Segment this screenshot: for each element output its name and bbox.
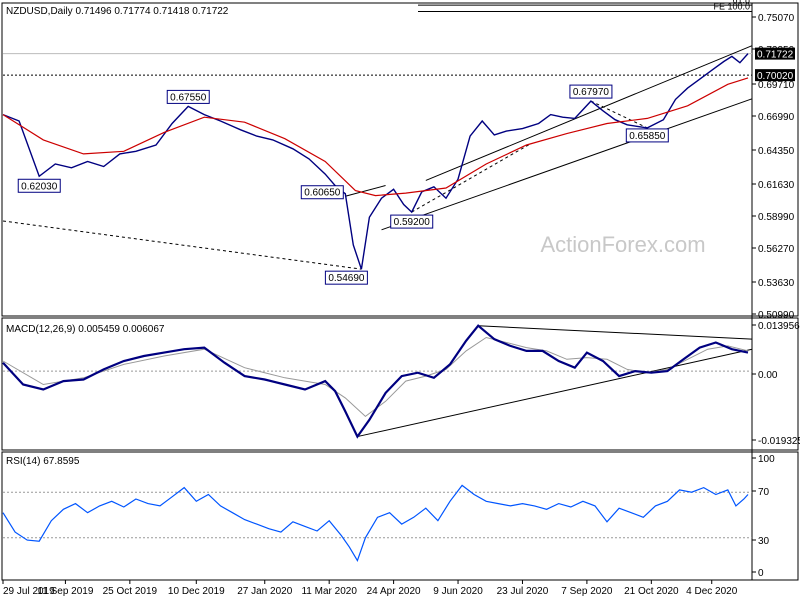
macd-trendline [478, 325, 753, 340]
annotation-box [390, 214, 434, 229]
price-tag: 0.71722 [757, 50, 794, 61]
annotation-box [324, 270, 368, 285]
price-panel: ActionForex.com 61.8FE 100.0 0.62030 0.6755… [2, 0, 795, 321]
x-tick-label: 11 Mar 2020 [301, 586, 357, 597]
macd-panel: MACD(12,26,9) 0.005459 0.006067 0.013956 0… [2, 321, 800, 447]
annotation-label: 0.60650 [304, 188, 341, 199]
price-trendline [590, 100, 648, 129]
x-tick-label: 24 Apr 2020 [367, 586, 421, 597]
annotation-box [17, 178, 61, 193]
price-y-tick-label: 0.56270 [758, 244, 795, 255]
rsi-panel: RSI(14) 67.8595 100 70 30 0 [2, 454, 775, 579]
price-y-tick-label: 0.75070 [758, 13, 795, 24]
price-trendline [345, 185, 386, 197]
price-y-tick-label: 0.66990 [758, 112, 795, 123]
rsi-y-tick-label: 0 [758, 568, 764, 579]
annotation-label: 0.59200 [394, 217, 431, 228]
x-tick-label: 25 Oct 2019 [103, 586, 158, 597]
annotation-label: 0.67550 [170, 92, 207, 103]
price-y-tick-label: 0.64350 [758, 146, 795, 157]
macd-y-tick-label: -0.019325 [758, 436, 800, 447]
price-panel-title: NZDUSD,Daily 0.71496 0.71774 0.71418 0.7… [6, 6, 229, 17]
moving-average-line [2, 77, 749, 197]
price-trendline [425, 45, 753, 181]
x-tick-label: 4 Dec 2020 [686, 586, 738, 597]
price-trendline [381, 98, 753, 231]
annotation-label: 0.65850 [629, 131, 666, 142]
annotation-box [625, 128, 669, 143]
macd-signal-line [2, 336, 749, 418]
panel-frame-0 [1, 2, 799, 317]
price-trendline [2, 220, 362, 270]
x-tick-label: 10 Dec 2019 [168, 586, 225, 597]
x-tick-label: 11 Sep 2019 [37, 586, 93, 597]
macd-y-tick-label: 0.00 [758, 370, 778, 381]
annotation-box [300, 185, 344, 200]
rsi-panel-title: RSI(14) 67.8595 [6, 456, 80, 467]
price-y-tick-label: 0.58990 [758, 212, 795, 223]
annotation-label: 0.54690 [328, 273, 365, 284]
macd-panel-title: MACD(12,26,9) 0.005459 0.006067 [6, 324, 165, 335]
fib-label: FE 100.0 [713, 1, 750, 11]
price-y-tick-label: 0.69710 [758, 80, 795, 91]
rsi-y-tick-label: 100 [758, 454, 775, 465]
macd-line [2, 324, 749, 439]
fib-label: 61.8 [732, 0, 750, 5]
macd-trendline [357, 348, 753, 438]
annotation-box [166, 89, 210, 104]
rsi-y-tick-label: 30 [758, 536, 770, 547]
level-tag-bg [755, 69, 795, 82]
x-tick-label: 27 Jan 2020 [237, 586, 292, 597]
annotation-label: 0.62030 [21, 181, 58, 192]
panel-frame-1 [1, 317, 799, 451]
x-tick-label: 23 Jul 2020 [497, 586, 549, 597]
rsi-y-tick-label: 70 [758, 487, 770, 498]
panel-frame-2 [1, 451, 799, 581]
rsi-line [2, 484, 749, 563]
annotation-box [569, 84, 613, 99]
annotation-label: 0.67970 [573, 87, 610, 98]
x-tick-label: 21 Oct 2020 [624, 586, 679, 597]
macd-y-tick-label: 0.013956 [758, 321, 800, 332]
watermark-text: ActionForex.com [540, 232, 705, 257]
price-tag-bg [755, 47, 795, 60]
price-trendline [411, 143, 531, 213]
price-y-tick-label: 0.61630 [758, 180, 795, 191]
price-series-line [2, 53, 749, 270]
price-y-tick-label: 0.50990 [758, 310, 795, 321]
x-tick-label: 7 Sep 2020 [561, 586, 613, 597]
price-y-tick-label: 0.53630 [758, 278, 795, 289]
x-tick-label: 9 Jun 2020 [433, 586, 483, 597]
level-tag: 0.70020 [757, 71, 794, 82]
x-tick-label: 29 Jul 2019 [3, 586, 55, 597]
